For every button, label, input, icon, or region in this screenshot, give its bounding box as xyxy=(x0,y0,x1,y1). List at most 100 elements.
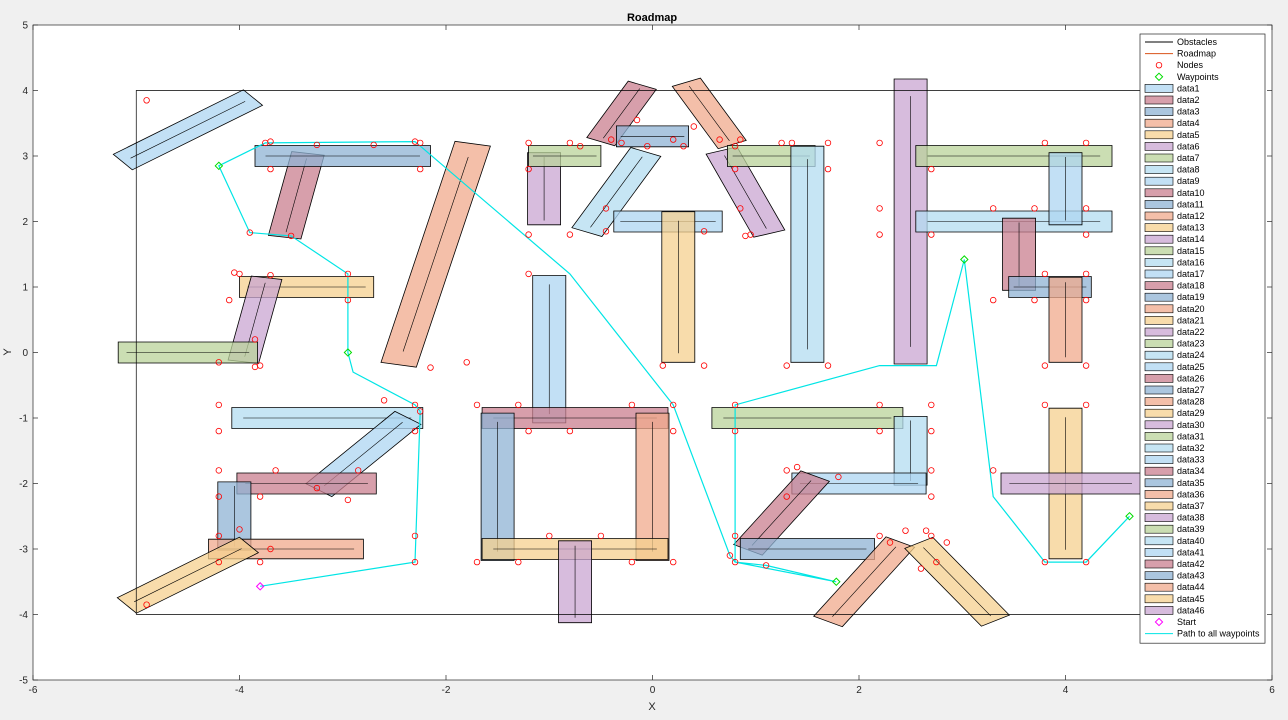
legend-patch-swatch xyxy=(1144,258,1174,267)
node-marker xyxy=(1082,296,1090,304)
legend-label: data13 xyxy=(1177,223,1205,233)
node-marker xyxy=(928,427,935,435)
node-marker xyxy=(990,296,997,304)
legend-diamond-swatch xyxy=(1154,617,1164,627)
node-marker xyxy=(251,363,259,371)
legend-label: data15 xyxy=(1177,246,1205,256)
node-marker xyxy=(928,467,935,474)
node-marker xyxy=(659,362,666,369)
y-axis-label: Y xyxy=(2,348,14,356)
node-marker xyxy=(473,401,481,409)
y-tick-label: -4 xyxy=(19,610,28,621)
legend-label: data1 xyxy=(1177,83,1200,93)
node-marker xyxy=(256,493,264,500)
node-marker xyxy=(215,467,222,474)
legend-label: data24 xyxy=(1177,350,1205,360)
node-marker xyxy=(731,165,739,173)
node-marker xyxy=(1031,205,1038,212)
node-marker xyxy=(215,359,222,366)
node-marker xyxy=(778,139,785,147)
legend-patch-swatch xyxy=(1144,594,1174,604)
legend-label: data16 xyxy=(1177,257,1205,267)
node-marker xyxy=(608,136,615,143)
node-marker xyxy=(917,565,925,572)
legend-label: data8 xyxy=(1177,165,1200,175)
waypoints-layer xyxy=(214,161,1134,591)
node-marker xyxy=(1082,139,1090,147)
legend-label: data14 xyxy=(1177,234,1205,244)
node-marker xyxy=(1082,205,1090,212)
legend-label: data5 xyxy=(1177,130,1200,140)
path-layer xyxy=(218,140,1130,587)
obstacle-centerline xyxy=(603,88,641,139)
node-marker xyxy=(618,139,625,147)
node-marker xyxy=(411,427,419,435)
node-marker xyxy=(602,228,610,235)
node-marker xyxy=(251,336,259,343)
legend-patch-swatch xyxy=(1144,571,1174,580)
obstacle-centerline xyxy=(751,480,812,546)
legend-patch-swatch xyxy=(1144,107,1174,116)
node-marker xyxy=(670,136,677,143)
node-marker xyxy=(876,231,883,238)
node-marker xyxy=(628,558,636,566)
legend-label: data3 xyxy=(1177,107,1200,117)
legend-patch-swatch xyxy=(1144,200,1174,209)
node-marker xyxy=(928,231,935,238)
legend-label: data6 xyxy=(1177,141,1200,151)
y-tick-label: 0 xyxy=(22,348,28,359)
legend-label: data9 xyxy=(1177,176,1200,186)
legend-label: data32 xyxy=(1177,443,1205,453)
obstacles-layer xyxy=(112,77,1141,628)
legend-patch-swatch xyxy=(1144,362,1174,372)
legend-patch-swatch xyxy=(1144,246,1174,256)
legend-label: data40 xyxy=(1177,536,1205,546)
node-marker xyxy=(566,139,574,147)
node-marker xyxy=(700,228,708,235)
legend-label: data30 xyxy=(1177,420,1205,430)
node-marker xyxy=(272,467,279,474)
node-marker xyxy=(731,427,739,435)
legend-patch-swatch xyxy=(1144,397,1174,406)
node-marker xyxy=(783,362,790,369)
legend-patch-swatch xyxy=(1144,385,1174,395)
node-marker xyxy=(835,473,842,481)
obstacle-centerline xyxy=(688,85,730,142)
node-marker xyxy=(731,401,739,409)
node-marker xyxy=(928,401,935,409)
legend-patch-swatch xyxy=(1144,374,1174,383)
legend-label: Roadmap xyxy=(1177,49,1216,59)
node-marker xyxy=(417,408,424,415)
node-marker xyxy=(515,401,522,409)
node-marker xyxy=(876,205,883,212)
node-marker xyxy=(876,427,883,435)
node-marker xyxy=(473,558,481,566)
node-marker xyxy=(783,467,790,474)
node-marker xyxy=(1082,231,1090,238)
legend-label: Obstacles xyxy=(1177,37,1218,47)
node-marker xyxy=(411,558,419,566)
legend-patch-swatch xyxy=(1144,548,1174,557)
waypoint-marker xyxy=(214,161,224,171)
legend-patch-swatch xyxy=(1144,223,1174,232)
legend-patch-swatch xyxy=(1144,559,1174,569)
node-marker xyxy=(628,401,636,409)
legend-patch-swatch xyxy=(1144,420,1174,430)
node-marker xyxy=(644,142,651,150)
legend-label: data35 xyxy=(1177,478,1205,488)
node-marker xyxy=(215,427,222,435)
y-tick-label: -2 xyxy=(19,479,28,490)
node-marker xyxy=(731,142,739,150)
legend-label: data4 xyxy=(1177,118,1200,128)
y-tick-label: -5 xyxy=(19,676,28,687)
legend-patch-swatch xyxy=(1144,142,1174,151)
node-marker xyxy=(267,138,274,145)
node-marker xyxy=(370,141,377,149)
legend-label: data25 xyxy=(1177,362,1205,372)
legend-patch-swatch xyxy=(1144,350,1174,360)
legend-label: data28 xyxy=(1177,397,1205,407)
node-marker xyxy=(355,467,362,474)
node-marker xyxy=(990,467,997,474)
